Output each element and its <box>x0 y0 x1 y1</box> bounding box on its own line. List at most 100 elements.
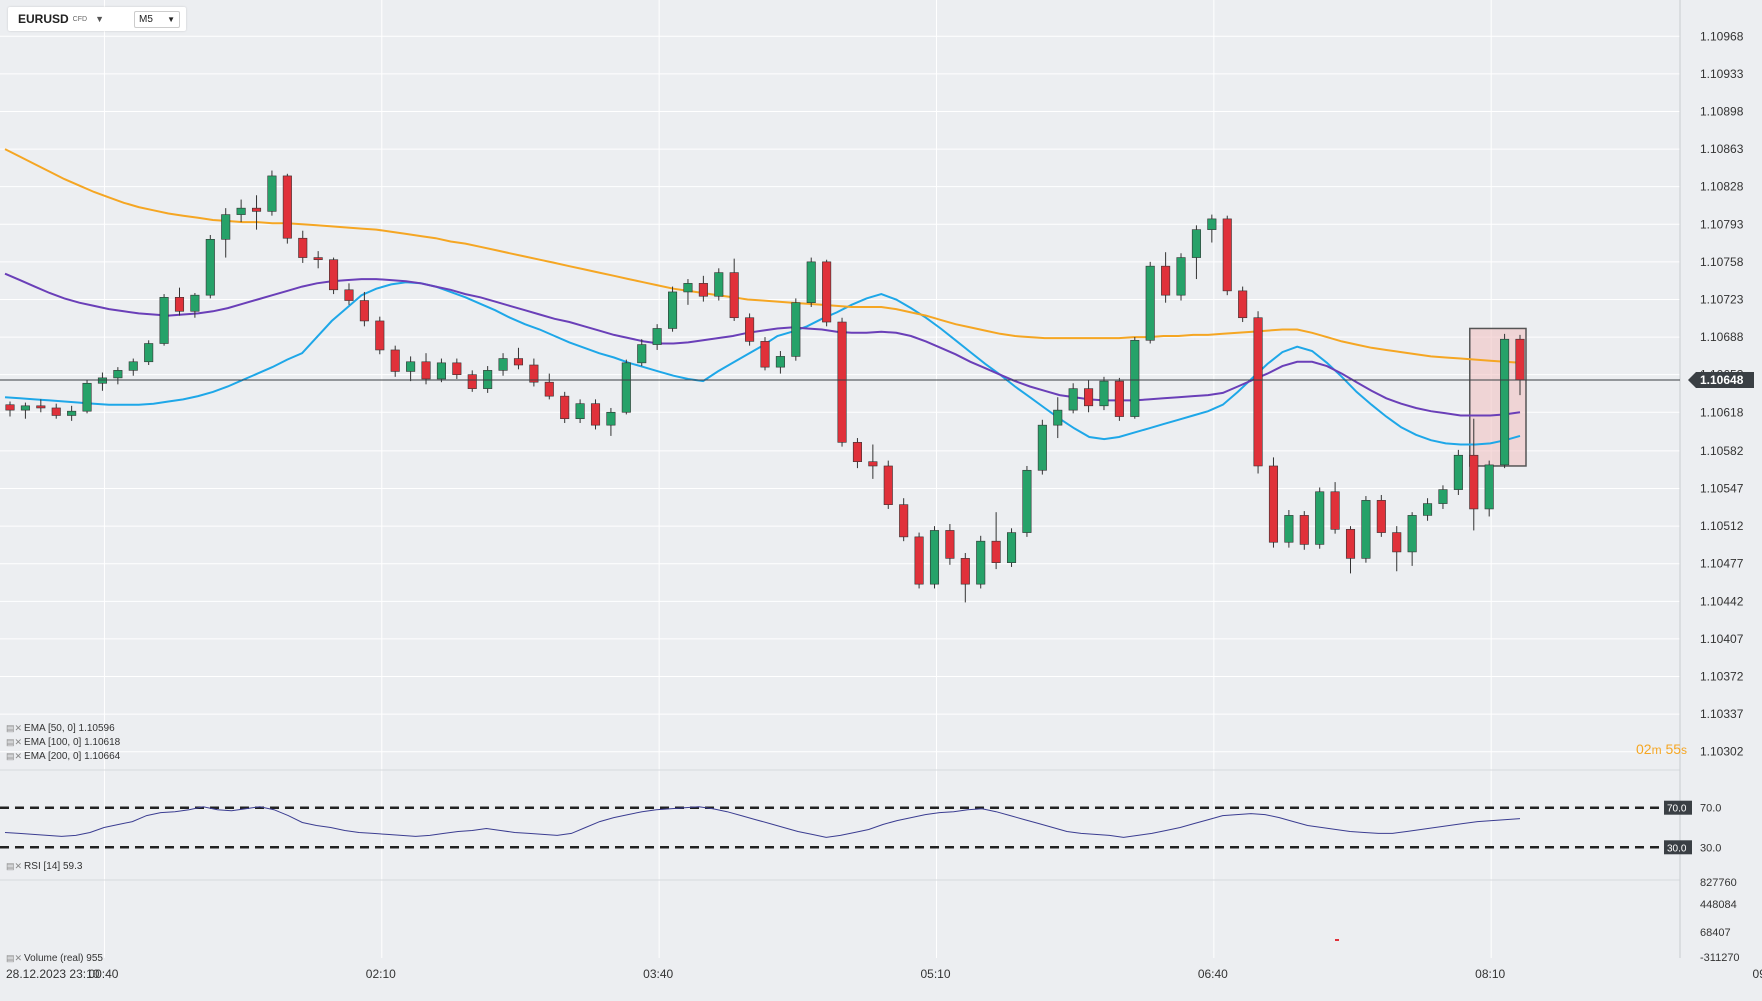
candle-body <box>1453 454 1463 490</box>
candle-body <box>251 207 262 212</box>
candle-body <box>1268 465 1279 543</box>
candle-body <box>1253 317 1263 467</box>
candle-body <box>606 411 616 426</box>
time-axis-label: 03:40 <box>643 967 673 981</box>
candle-body <box>868 461 878 467</box>
candle-body <box>513 358 524 366</box>
candle-body <box>590 403 601 426</box>
ema50-legend[interactable]: ▤✕ EMA [50, 0] 1.10596 <box>6 723 115 734</box>
volume-settings-icon[interactable]: ▤✕ <box>6 953 23 963</box>
candle-body <box>1515 338 1525 381</box>
timeframe-select[interactable]: M5 ▼ <box>133 10 180 28</box>
candle-body <box>452 362 462 375</box>
candle-body <box>20 405 30 411</box>
candle-body <box>1299 515 1309 545</box>
candle-body <box>329 259 339 291</box>
volume-legend[interactable]: ▤✕ Volume (real) 955 <box>6 953 103 964</box>
candle-body <box>745 317 755 342</box>
candle-body <box>1330 491 1340 530</box>
symbol-selector[interactable]: EURUSD CFD ▼ M5 ▼ <box>8 7 186 31</box>
ema200-legend[interactable]: ▤✕ EMA [200, 0] 1.10664 <box>6 751 120 762</box>
rsi-legend-text: RSI [14] 59.3 <box>24 861 83 872</box>
price-axis-label: 1.10512 <box>1700 519 1744 533</box>
time-axis-label: 00:40 <box>88 967 118 981</box>
candle-body <box>313 257 323 261</box>
time-axis-label: 08:10 <box>1475 967 1505 981</box>
candle-body <box>775 356 785 368</box>
symbol-dropdown-icon[interactable]: ▼ <box>95 14 104 24</box>
candle-body <box>652 328 662 345</box>
candle-body <box>1145 265 1155 341</box>
timeframe-value: M5 <box>138 13 153 25</box>
countdown-minutes: 02 <box>1636 741 1652 757</box>
candle-body <box>436 362 446 380</box>
candle-body <box>883 465 893 505</box>
candle-body <box>1484 464 1494 510</box>
candle-body <box>760 341 770 368</box>
candle-body <box>976 540 986 585</box>
ema50-settings-icon[interactable]: ▤✕ <box>6 723 23 733</box>
candle-body <box>498 358 508 371</box>
candle-body <box>1469 454 1479 510</box>
instrument-type-badge: CFD <box>72 15 88 23</box>
price-axis-label: 1.10723 <box>1700 292 1744 306</box>
price-axis-label: 1.10758 <box>1700 255 1744 269</box>
candle-body <box>899 504 909 538</box>
ema100-legend[interactable]: ▤✕ EMA [100, 0] 1.10618 <box>6 737 120 748</box>
ema200-legend-text: EMA [200, 0] 1.10664 <box>24 751 121 762</box>
price-axis-label: 1.10337 <box>1700 707 1744 721</box>
candle-body <box>36 405 46 409</box>
candle-body <box>190 294 200 312</box>
price-axis-label: 1.10968 <box>1700 29 1744 43</box>
candle-body <box>1500 338 1510 466</box>
candle-body <box>1345 529 1356 559</box>
candle-body <box>282 175 292 239</box>
timeframe-dropdown-icon: ▼ <box>167 14 175 24</box>
candle-body <box>544 381 554 397</box>
volume-legend-text: Volume (real) 955 <box>24 953 103 964</box>
candle-body <box>1022 469 1032 533</box>
candle-body <box>1284 515 1294 543</box>
candle-body <box>1407 515 1417 553</box>
candle-body <box>1114 380 1124 417</box>
candle-body <box>560 395 570 420</box>
price-axis-label: 1.10582 <box>1700 444 1744 458</box>
time-axis-label: 09:40 <box>1753 967 1762 981</box>
candle-body <box>236 207 246 215</box>
candle-body <box>1392 532 1402 553</box>
rsi-legend[interactable]: ▤✕ RSI [14] 59.3 <box>6 861 82 872</box>
rsi-settings-icon[interactable]: ▤✕ <box>6 861 23 871</box>
candle-body <box>791 302 801 357</box>
price-axis-label: 1.10442 <box>1700 594 1744 608</box>
current-price-value: 1.10648 <box>1700 373 1744 387</box>
ema200-settings-icon[interactable]: ▤✕ <box>6 751 23 761</box>
time-axis-label: 05:10 <box>920 967 950 981</box>
ema100-settings-icon[interactable]: ▤✕ <box>6 737 23 747</box>
candle-body <box>683 283 693 293</box>
price-axis-label: 1.10828 <box>1700 180 1744 194</box>
bar-countdown-timer: 02m 55s <box>1636 741 1687 757</box>
candle-body <box>406 361 416 372</box>
candle-body <box>97 377 107 384</box>
price-axis-label: 1.10302 <box>1700 745 1744 759</box>
candle-body <box>1006 532 1017 563</box>
candle-body <box>1361 500 1371 559</box>
price-axis-label: 1.10618 <box>1700 405 1744 419</box>
ema200-line <box>4 148 1521 364</box>
countdown-seconds-unit: s <box>1681 743 1688 757</box>
candle-body <box>128 361 138 371</box>
candle-body <box>806 261 816 303</box>
candle-body <box>467 374 477 389</box>
candle-body <box>1084 388 1094 407</box>
price-axis-label: 1.10547 <box>1700 482 1744 496</box>
price-axis-label: 1.10793 <box>1700 217 1744 231</box>
candle-body <box>668 291 678 329</box>
candle-body <box>621 362 631 413</box>
candle-body <box>1161 265 1171 296</box>
rsi-line <box>4 806 1521 838</box>
candle-body <box>1238 290 1248 319</box>
candle-body <box>205 239 215 296</box>
